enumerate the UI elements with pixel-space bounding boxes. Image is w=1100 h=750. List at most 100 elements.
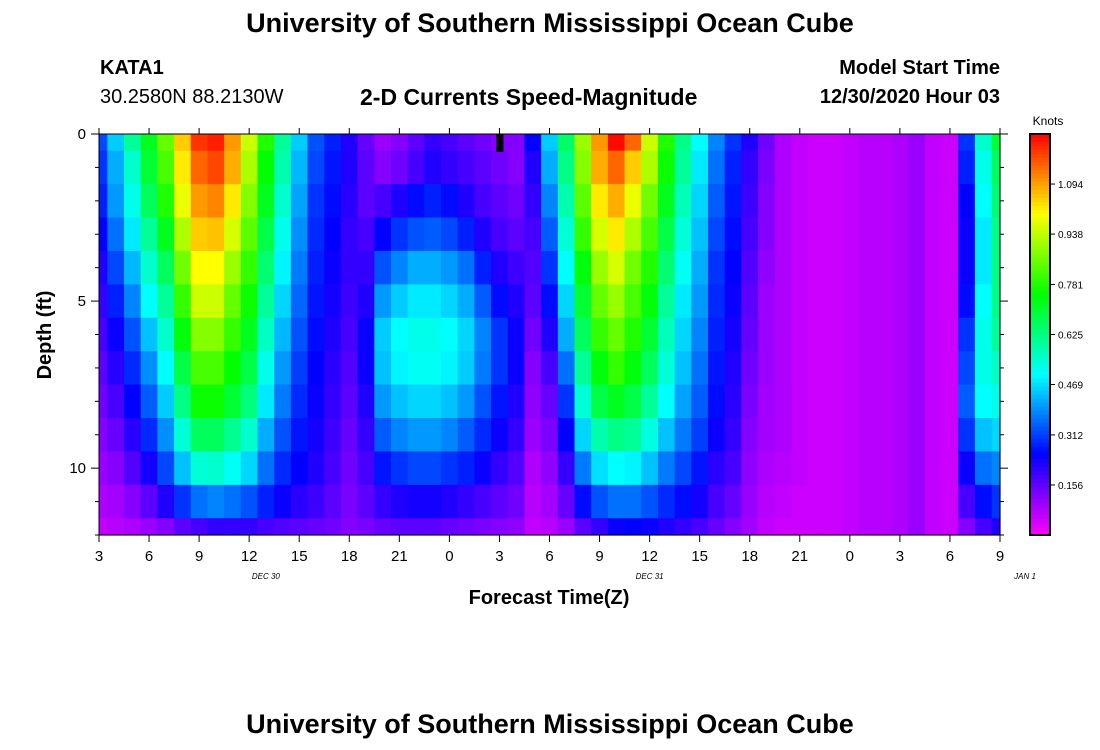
heatmap-cell: [541, 518, 559, 536]
heatmap-cell: [708, 351, 726, 386]
heatmap-cell: [691, 284, 709, 319]
heatmap-cell: [958, 451, 976, 486]
heatmap-cell: [991, 134, 1001, 152]
heatmap-cell: [557, 384, 576, 419]
heatmap-cell: [290, 351, 309, 386]
heatmap-cell: [524, 351, 542, 386]
heatmap-cell: [290, 184, 309, 219]
heatmap-cell: [941, 484, 959, 519]
heatmap-cell: [774, 250, 793, 285]
heatmap-cell: [841, 518, 859, 536]
heatmap-cell: [891, 317, 909, 352]
heatmap-cell: [841, 317, 859, 352]
heatmap-cell: [290, 284, 309, 319]
heatmap-cell: [424, 518, 442, 536]
heatmap-cell: [257, 418, 275, 453]
heatmap-cell: [441, 384, 459, 419]
heatmap-cell: [908, 317, 926, 352]
heatmap-cell: [958, 317, 976, 352]
heatmap-cell: [941, 351, 959, 386]
heatmap-cell: [99, 418, 108, 453]
heatmap-cell: [924, 150, 943, 185]
heatmap-cell: [858, 284, 876, 319]
heatmap-cell: [274, 217, 292, 252]
heatmap-cell: [124, 418, 142, 453]
heatmap-cell: [124, 384, 142, 419]
heatmap-cell: [107, 351, 125, 386]
heatmap-cell: [390, 317, 409, 352]
heatmap-cell: [924, 418, 943, 453]
heatmap-cell: [424, 284, 442, 319]
heatmap-cell: [357, 250, 375, 285]
heatmap-cell: [791, 384, 809, 419]
heatmap-cell: [441, 484, 459, 519]
colorbar-tick-label: 0.469: [1058, 381, 1083, 392]
heatmap-cell: [908, 384, 926, 419]
page-title-bottom: University of Southern Mississippi Ocean…: [246, 709, 854, 739]
colorbar-segment: [1030, 494, 1050, 500]
heatmap-cell: [657, 317, 676, 352]
heatmap-cell: [240, 451, 259, 486]
colorbar-segment: [1030, 502, 1050, 508]
heatmap-cell: [791, 484, 809, 519]
heatmap-cell: [274, 451, 292, 486]
colorbar-segment: [1030, 294, 1050, 300]
heatmap-cell: [974, 518, 993, 536]
heatmap-cell: [441, 451, 459, 486]
heatmap-cell: [290, 451, 309, 486]
heatmap-cell: [958, 384, 976, 419]
heatmap-cell: [557, 351, 576, 386]
heatmap-cell: [908, 418, 926, 453]
heatmap-cell: [641, 217, 659, 252]
colorbar-segment: [1030, 414, 1050, 420]
heatmap-cell: [891, 150, 909, 185]
heatmap-cell: [257, 150, 275, 185]
heatmap-cell: [107, 284, 125, 319]
heatmap-cell: [741, 250, 759, 285]
heatmap-cell: [824, 250, 843, 285]
colorbar-segment: [1030, 182, 1050, 187]
colorbar-segment: [1030, 194, 1050, 199]
heatmap-cell: [758, 184, 776, 219]
x-tick-label: 9: [595, 548, 603, 565]
heatmap-cell: [99, 184, 108, 219]
heatmap-cell: [541, 451, 559, 486]
heatmap-cell: [758, 150, 776, 185]
heatmap-cell: [791, 134, 809, 152]
heatmap-cell: [140, 217, 158, 252]
heatmap-cell: [257, 518, 275, 536]
colorbar-segment: [1030, 234, 1050, 239]
heatmap-cell: [691, 418, 709, 453]
heatmap-cell: [374, 518, 392, 536]
heatmap-cell: [724, 518, 742, 536]
heatmap-cell: [174, 384, 192, 419]
heatmap-cell: [491, 384, 509, 419]
heatmap-cell: [474, 184, 492, 219]
heatmap-cell: [674, 418, 692, 453]
heatmap-cell: [858, 150, 876, 185]
heatmap-cell: [607, 418, 626, 453]
heatmap-cell: [140, 418, 158, 453]
heatmap-cell: [858, 250, 876, 285]
heatmap-cell: [874, 134, 893, 152]
colorbar-segment: [1030, 346, 1050, 352]
heatmap-cell: [357, 518, 375, 536]
heatmap-cell: [624, 150, 642, 185]
heatmap-cell: [924, 217, 943, 252]
x-tick-label: 21: [391, 548, 408, 565]
colorbar-segment: [1030, 354, 1050, 360]
heatmap-cell: [99, 518, 108, 536]
heatmap-cell: [340, 351, 359, 386]
heatmap-cell: [758, 217, 776, 252]
colorbar-segment: [1030, 202, 1050, 207]
colorbar-segment: [1030, 134, 1050, 139]
heatmap-cell: [357, 418, 375, 453]
heatmap-cell: [324, 518, 342, 536]
heatmap-cell: [858, 351, 876, 386]
heatmap-cell: [657, 250, 676, 285]
heatmap-cell: [724, 150, 742, 185]
heatmap-cell: [958, 134, 976, 152]
heatmap-cell: [674, 384, 692, 419]
heatmap-cell: [290, 518, 309, 536]
heatmap-cell: [891, 484, 909, 519]
